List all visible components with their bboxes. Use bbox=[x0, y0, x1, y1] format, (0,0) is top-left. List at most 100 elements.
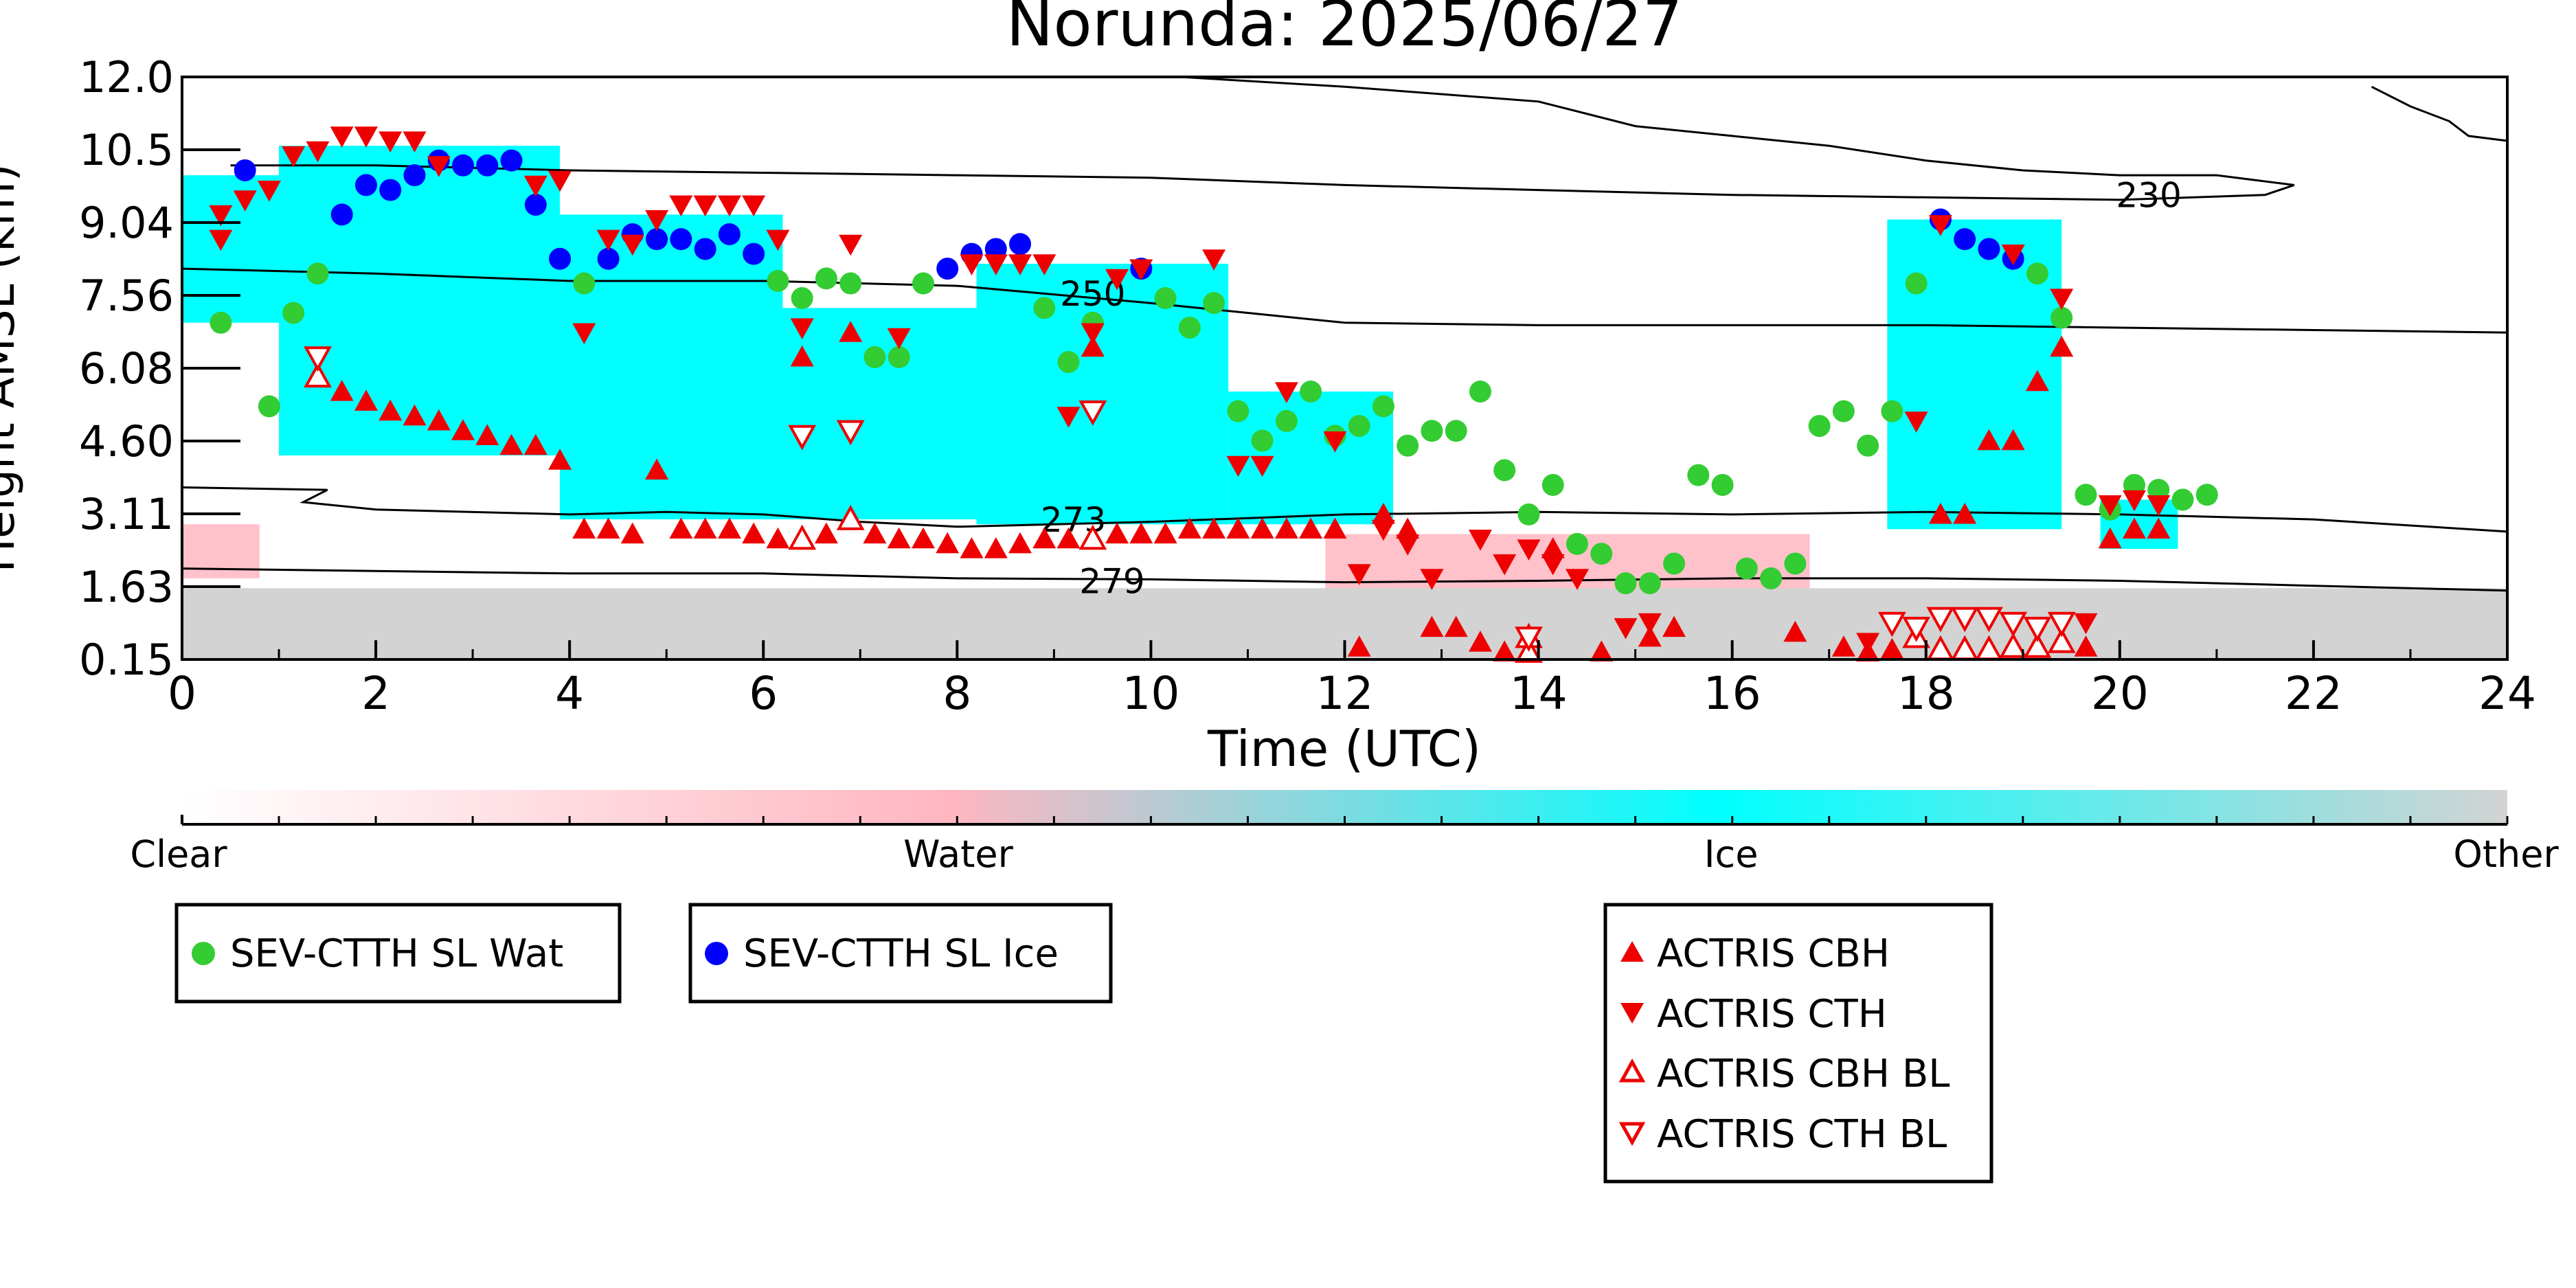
point-actris-cth bbox=[1928, 215, 1952, 236]
point-actris-cbh bbox=[1831, 635, 1855, 657]
point-actris-cth bbox=[1323, 431, 1347, 453]
point-actris-cbh bbox=[960, 537, 984, 558]
colorbar-label-other: Other bbox=[2453, 833, 2559, 876]
point-actris-cbh bbox=[1250, 517, 1274, 539]
point-actris-cth bbox=[1904, 411, 1928, 433]
point-actris-cth-bl bbox=[836, 420, 865, 446]
point-actris-cth-bl bbox=[788, 425, 817, 451]
point-actris-cbh bbox=[379, 399, 403, 421]
point-actris-cbh bbox=[1396, 517, 1420, 539]
point-actris-cth bbox=[1469, 530, 1492, 551]
point-actris-cth bbox=[1105, 269, 1129, 291]
point-actris-cth-bl bbox=[1078, 400, 1107, 426]
region-ice bbox=[279, 146, 561, 456]
point-actris-cbh bbox=[354, 389, 378, 411]
point-sev-ctth-sl-wat bbox=[2171, 488, 2194, 511]
point-actris-cth bbox=[354, 126, 378, 148]
legend-marker-cth-bl bbox=[1618, 1122, 1646, 1146]
point-sev-ctth-sl-ice bbox=[670, 228, 692, 251]
legend-marker-wat bbox=[192, 942, 215, 965]
point-sev-ctth-sl-wat bbox=[1687, 464, 1710, 486]
point-sev-ctth-sl-wat bbox=[1614, 572, 1637, 595]
point-actris-cbh bbox=[596, 517, 620, 539]
point-actris-cbh bbox=[1493, 640, 1517, 662]
x-axis-label: Time (UTC) bbox=[1207, 720, 1481, 778]
point-sev-ctth-sl-wat bbox=[1178, 316, 1201, 339]
point-actris-cth bbox=[572, 323, 596, 345]
y-tick-label: 3.11 bbox=[79, 489, 174, 539]
point-sev-ctth-sl-wat bbox=[1760, 567, 1783, 589]
point-actris-cth bbox=[2074, 613, 2098, 635]
point-actris-cbh-bl bbox=[1999, 632, 2028, 658]
point-sev-ctth-sl-wat bbox=[1469, 380, 1491, 403]
point-sev-ctth-sl-wat bbox=[1517, 503, 1540, 526]
point-sev-ctth-sl-wat bbox=[1638, 572, 1661, 595]
point-sev-ctth-sl-wat bbox=[1784, 552, 1807, 575]
point-actris-cbh bbox=[766, 527, 790, 549]
point-actris-cth bbox=[1371, 519, 1395, 541]
point-sev-ctth-sl-wat bbox=[282, 302, 305, 324]
point-sev-ctth-sl-wat bbox=[791, 287, 813, 310]
contour-label: 230 bbox=[2116, 176, 2181, 216]
point-sev-ctth-sl-ice bbox=[646, 228, 668, 251]
legend-box-satellite-water: SEV-CTTH SL Wat bbox=[174, 903, 622, 1004]
point-sev-ctth-sl-wat bbox=[1663, 552, 1686, 575]
point-sev-ctth-sl-wat bbox=[1372, 395, 1394, 418]
point-sev-ctth-sl-wat bbox=[1881, 400, 1903, 422]
point-sev-ctth-sl-wat bbox=[2195, 484, 2218, 506]
x-tick-label: 22 bbox=[2285, 667, 2342, 720]
point-actris-cbh bbox=[1444, 615, 1468, 637]
y-tick-label: 1.63 bbox=[79, 562, 174, 612]
point-actris-cbh bbox=[1177, 517, 1201, 539]
point-actris-cth-bl bbox=[1975, 607, 2003, 633]
point-sev-ctth-sl-ice bbox=[597, 247, 620, 270]
point-actris-cth bbox=[209, 229, 233, 251]
point-actris-cbh bbox=[1299, 517, 1323, 539]
point-sev-ctth-sl-wat bbox=[2026, 262, 2048, 285]
point-actris-cbh bbox=[2123, 517, 2146, 539]
point-sev-ctth-sl-wat bbox=[1541, 473, 1564, 496]
point-actris-cbh bbox=[523, 433, 547, 455]
point-actris-cth bbox=[548, 170, 572, 192]
cloud-type-background bbox=[182, 146, 2507, 659]
point-sev-ctth-sl-wat bbox=[1397, 434, 1419, 457]
point-actris-cth bbox=[1250, 455, 1274, 477]
point-actris-cth bbox=[233, 190, 257, 212]
colorbar-label-clear: Clear bbox=[130, 833, 227, 876]
point-actris-cth bbox=[1347, 564, 1371, 585]
point-sev-ctth-sl-wat bbox=[1857, 434, 1879, 457]
point-actris-cbh bbox=[669, 517, 693, 539]
contour-line bbox=[2371, 85, 2507, 142]
point-actris-cbh-bl bbox=[304, 362, 332, 388]
point-actris-cth bbox=[596, 229, 620, 251]
point-sev-ctth-sl-wat bbox=[1735, 557, 1758, 580]
point-sev-ctth-sl-wat bbox=[1832, 400, 1855, 422]
contour-line bbox=[230, 77, 2295, 201]
point-actris-cbh bbox=[790, 345, 814, 367]
y-tick-label: 7.56 bbox=[79, 271, 174, 321]
point-sev-ctth-sl-wat bbox=[1227, 400, 1250, 422]
point-actris-cbh bbox=[1323, 517, 1347, 539]
point-actris-cbh bbox=[1153, 522, 1177, 544]
point-actris-cbh bbox=[403, 404, 427, 426]
point-sev-ctth-sl-wat bbox=[1445, 420, 1467, 442]
point-actris-cbh bbox=[548, 449, 572, 470]
point-actris-cbh bbox=[2001, 429, 2025, 451]
point-actris-cth bbox=[1493, 554, 1517, 576]
point-actris-cth bbox=[1032, 254, 1057, 275]
chart-title: Norunda: 2025/06/27 bbox=[1006, 0, 1683, 60]
point-sev-ctth-sl-ice bbox=[330, 203, 353, 226]
point-actris-cth bbox=[620, 234, 644, 256]
point-actris-cth bbox=[2050, 289, 2074, 310]
point-actris-cth-bl bbox=[2023, 616, 2052, 642]
point-sev-ctth-sl-ice bbox=[452, 154, 475, 177]
point-actris-cbh bbox=[1057, 527, 1081, 549]
point-actris-cbh bbox=[693, 517, 717, 539]
point-actris-cth bbox=[1057, 407, 1081, 428]
point-actris-cbh bbox=[330, 380, 354, 401]
point-actris-cth bbox=[693, 195, 717, 217]
point-actris-cth bbox=[2147, 495, 2171, 517]
point-sev-ctth-sl-ice bbox=[379, 179, 402, 201]
point-actris-cbh bbox=[984, 537, 1008, 558]
